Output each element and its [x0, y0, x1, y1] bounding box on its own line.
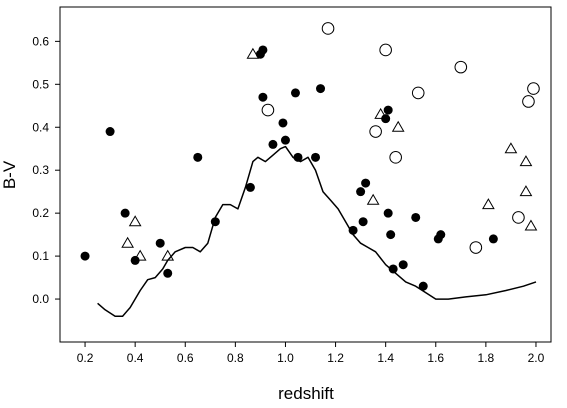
filled-circle-point	[311, 152, 321, 162]
y-tick-label: 0.2	[32, 206, 49, 220]
open-circle-point	[389, 151, 402, 164]
open-triangle-point	[133, 249, 147, 261]
y-tick-label: 0.5	[32, 77, 49, 91]
series-line	[97, 145, 537, 317]
open-circle-point	[469, 241, 483, 254]
x-tick-label: 1.2	[327, 351, 344, 365]
filled-circle-point	[193, 152, 203, 162]
filled-circle-point	[358, 217, 368, 227]
filled-circle-point	[383, 208, 393, 218]
filled-circle-point	[280, 135, 290, 145]
open-triangle-point	[366, 193, 380, 205]
x-tick-label: 2.0	[528, 351, 545, 365]
x-tick-label: 1.4	[377, 351, 394, 365]
x-axis-title: redshift	[278, 384, 334, 403]
filled-circle-point	[361, 178, 371, 188]
series-filled-circle	[80, 45, 498, 291]
y-axis-title: B-V	[0, 160, 19, 189]
open-triangle-point	[246, 47, 260, 59]
y-tick-label: 0.4	[32, 120, 49, 134]
open-circle-point	[261, 103, 275, 117]
open-circle-point	[522, 95, 535, 108]
filled-circle-point	[245, 182, 255, 192]
open-triangle-point	[519, 155, 533, 167]
filled-circle-point	[258, 45, 268, 55]
open-triangle-point	[519, 185, 533, 197]
x-tick-label: 0.4	[127, 351, 144, 365]
filled-circle-point	[436, 230, 446, 240]
filled-circle-point	[398, 260, 408, 270]
open-triangle-point	[128, 215, 142, 227]
open-circle-point	[321, 22, 335, 35]
filled-circle-point	[268, 139, 278, 149]
open-triangle-point	[504, 142, 518, 154]
y-tick-label: 0.6	[32, 34, 49, 48]
open-triangle-point	[121, 236, 135, 248]
x-tick-label: 1.8	[478, 351, 495, 365]
filled-circle-point	[316, 84, 326, 94]
filled-circle-point	[105, 127, 115, 137]
open-triangle-point	[391, 120, 405, 132]
filled-circle-point	[290, 88, 300, 98]
y-axis-ticks: 0.0 0.1 0.2 0.3 0.4 0.5 0.6	[32, 34, 60, 306]
filled-circle-point	[348, 225, 358, 235]
filled-circle-point	[388, 264, 398, 274]
plot-frame	[59, 6, 552, 343]
x-axis-ticks: 0.2 0.4 0.6 0.8 1.0 1.2 1.4 1.6 1.8 2.0	[77, 342, 545, 365]
x-tick-label: 0.8	[227, 351, 244, 365]
filled-circle-point	[386, 230, 396, 240]
filled-circle-point	[418, 281, 428, 291]
series-open-circle	[261, 22, 540, 254]
filled-circle-point	[383, 105, 393, 115]
y-tick-label: 0.1	[32, 249, 49, 263]
x-tick-label: 0.6	[177, 351, 194, 365]
x-tick-label: 1.6	[427, 351, 444, 365]
filled-circle-point	[163, 268, 173, 278]
open-circle-point	[379, 43, 392, 57]
filled-circle-point	[356, 187, 366, 197]
open-circle-point	[512, 211, 525, 224]
open-circle-point	[527, 82, 540, 95]
y-tick-label: 0.3	[32, 163, 49, 177]
filled-circle-point	[278, 118, 288, 128]
open-circle-point	[411, 86, 425, 100]
filled-circle-point	[155, 238, 165, 248]
open-circle-point	[369, 125, 382, 138]
series-open-triangle	[121, 47, 538, 261]
open-triangle-point	[374, 107, 388, 119]
x-tick-label: 1.0	[277, 351, 294, 365]
data-series	[80, 22, 540, 317]
open-circle-point	[454, 60, 468, 74]
y-tick-label: 0.0	[32, 292, 49, 306]
filled-circle-point	[120, 208, 130, 218]
open-triangle-point	[482, 198, 495, 210]
filled-circle-point	[80, 251, 90, 261]
filled-circle-point	[258, 92, 268, 102]
filled-circle-point	[411, 212, 421, 222]
x-tick-label: 0.2	[77, 351, 94, 365]
model-curve	[97, 145, 537, 317]
filled-circle-point	[488, 234, 498, 244]
open-triangle-point	[524, 219, 538, 231]
